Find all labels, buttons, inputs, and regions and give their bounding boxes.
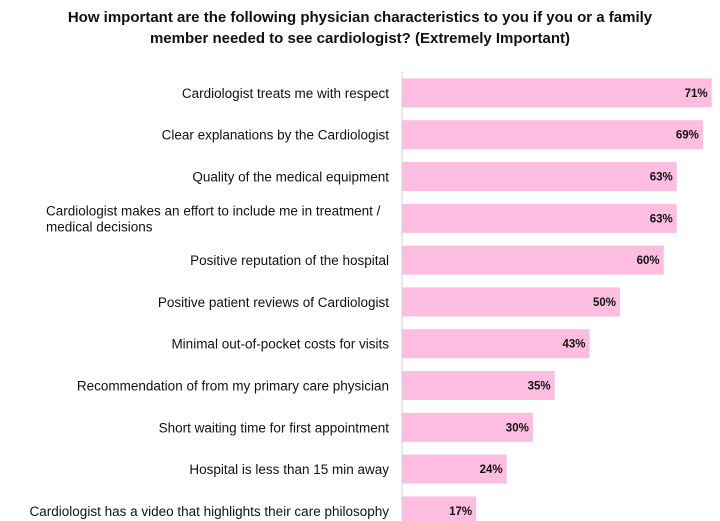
value-label-9: 30% — [506, 422, 529, 434]
bar-3 — [402, 162, 677, 191]
bar-9 — [402, 412, 533, 442]
category-label-5: Positive reputation of the hospital — [190, 253, 389, 268]
bar-11 — [402, 496, 477, 521]
bar-2 — [402, 120, 703, 150]
value-label-10: 24% — [480, 464, 503, 476]
bars-group — [402, 78, 712, 521]
bar-8 — [402, 371, 555, 400]
bar-10 — [402, 454, 507, 484]
value-label-1: 71% — [685, 88, 708, 100]
category-label-3: Quality of the medical equipment — [192, 170, 389, 185]
category-label-4: Cardiologist makes an effort to include … — [46, 203, 381, 234]
category-labels-group: Cardiologist treats me with respect Clear… — [30, 86, 390, 519]
value-label-2: 69% — [676, 130, 699, 142]
value-label-3: 63% — [650, 172, 673, 184]
category-label-6: Positive patient reviews of Cardiologist — [158, 295, 389, 310]
value-label-4: 63% — [650, 213, 673, 225]
bar-7 — [402, 329, 590, 359]
value-label-5: 60% — [637, 255, 660, 267]
category-label-1: Cardiologist treats me with respect — [182, 86, 389, 101]
chart-title-line-2: member needed to see cardiologist? (Extr… — [149, 30, 571, 47]
value-label-7: 43% — [562, 339, 585, 351]
chart-title-line-1: How important are the following physicia… — [67, 9, 653, 26]
bar-1 — [402, 78, 712, 108]
category-label-7: Minimal out-of-pocket costs for visits — [171, 337, 389, 352]
value-label-8: 35% — [528, 381, 551, 393]
category-label-9: Short waiting time for first appointment — [159, 420, 390, 435]
value-label-11: 17% — [449, 506, 472, 518]
bar-5 — [402, 245, 664, 275]
chart-title: How important are the following physicia… — [60, 7, 660, 49]
category-label-8: Recommendation of from my primary care p… — [77, 379, 389, 394]
bar-6 — [402, 287, 621, 317]
bar-4 — [402, 203, 677, 233]
value-label-6: 50% — [593, 297, 616, 309]
category-label-2: Clear explanations by the Cardiologist — [162, 128, 390, 143]
value-labels-group: 71% 69% 63% 63% 60% 50% 43% 35% 30% 24% 17% — [449, 88, 708, 518]
category-label-11: Cardiologist has a video that highlights… — [30, 504, 390, 519]
category-label-10: Hospital is less than 15 min away — [189, 462, 389, 477]
